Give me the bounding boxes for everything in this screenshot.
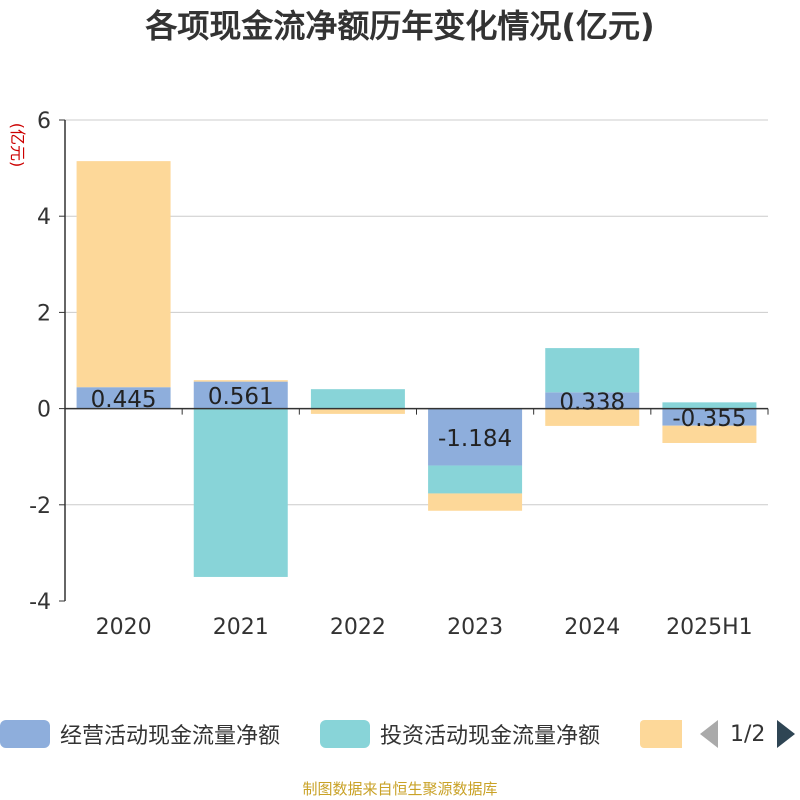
y-tick-label: 2 [37,301,51,326]
bar-operating [428,408,523,466]
y-tick-label: -4 [29,590,51,615]
legend-pager: 1/2 [700,716,796,752]
bar-operating [545,392,640,409]
bar-investing [310,389,405,409]
bar-financing [545,408,640,426]
x-tick-label: 2024 [564,615,620,640]
x-tick-label: 2023 [447,615,503,640]
y-tick-label: -2 [29,494,51,519]
bar-financing [310,408,405,414]
y-tick-label: 0 [37,398,51,423]
legend-item-operating[interactable]: 经营活动现金流量净额 [0,716,280,752]
bar-financing [428,493,523,511]
data-label: -0.355 [672,406,746,432]
bar-financing [662,425,757,443]
legend-swatch-investing [320,720,370,748]
bar-operating [76,387,171,409]
legend-label-operating: 经营活动现金流量净额 [60,724,281,749]
y-tick-label: 6 [37,109,51,134]
data-label: 0.561 [208,384,274,410]
prev-page-arrow-icon[interactable] [700,720,718,748]
legend-item-investing[interactable]: 投资活动现金流量净额 [320,716,600,752]
y-axis-title: (亿元) [8,123,27,168]
data-label: 0.445 [91,387,157,413]
bar-investing [428,465,523,494]
legend-swatch-financing [640,720,682,748]
legend-item-financing[interactable] [640,716,682,752]
bar-investing [193,408,288,577]
bar-investing [662,402,757,409]
legend-label-investing: 投资活动现金流量净额 [380,724,601,749]
bar-financing [76,161,171,388]
legend-swatch-operating [0,720,50,748]
bar-operating [193,381,288,409]
legend: 经营活动现金流量净额 投资活动现金流量净额 [0,716,800,752]
bar-operating [662,408,757,426]
y-tick-label: 4 [37,205,51,230]
chart-title: 各项现金流净额历年变化情况(亿元) [145,7,655,45]
source-note: 制图数据来自恒生聚源数据库 [302,780,498,798]
data-label: -1.184 [438,426,512,452]
x-tick-label: 2021 [213,615,269,640]
x-tick-label: 2025H1 [666,615,753,640]
legend-page-indicator: 1/2 [730,721,766,747]
next-page-arrow-icon[interactable] [777,720,796,748]
bar-financing [193,380,288,382]
x-tick-label: 2022 [330,615,386,640]
bar-investing [545,348,640,393]
data-label: 0.338 [559,389,625,415]
x-tick-label: 2020 [96,615,152,640]
